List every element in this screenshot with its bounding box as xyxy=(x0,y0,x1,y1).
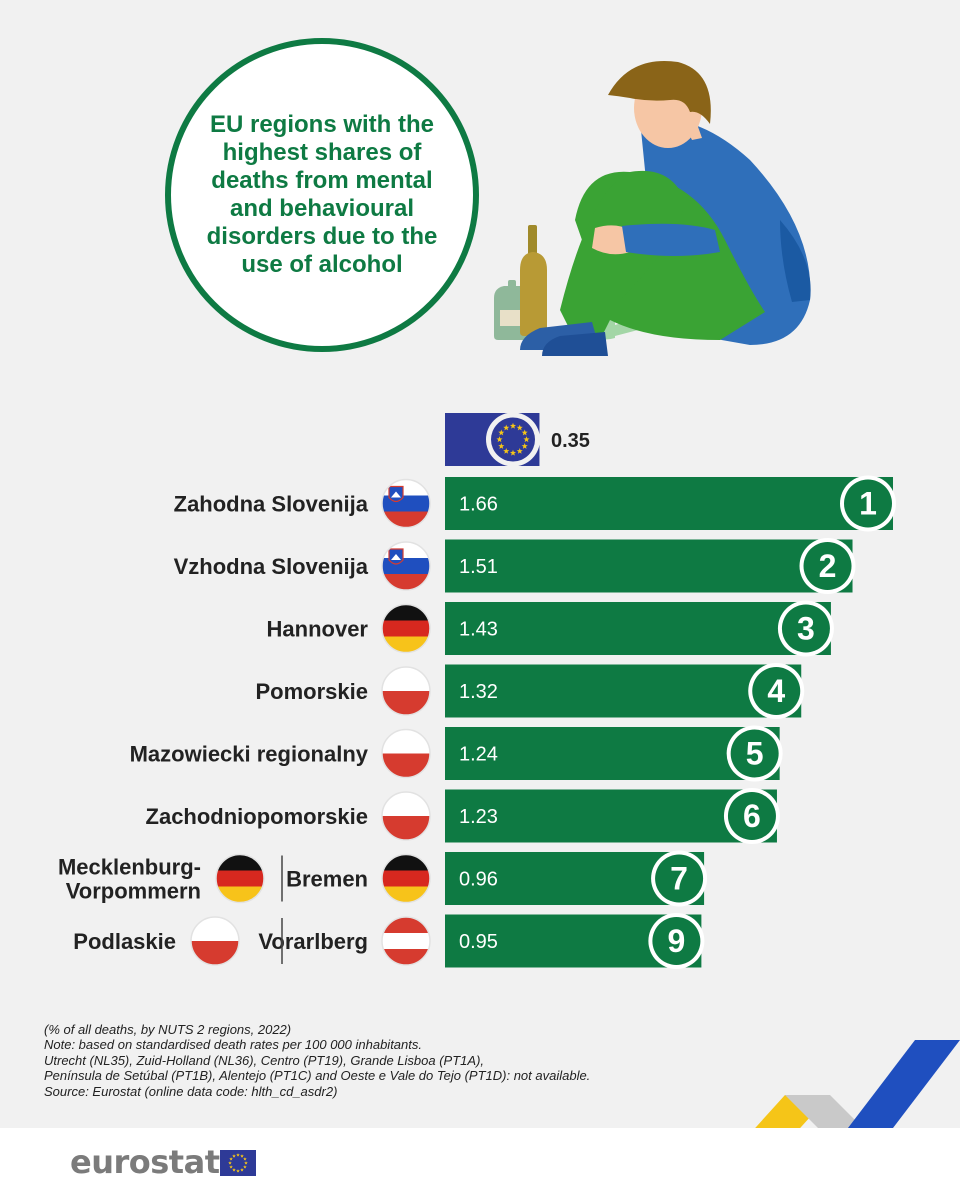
region-label: Mazowiecki regionalny xyxy=(130,742,369,767)
bar xyxy=(445,539,853,593)
rank-label: 5 xyxy=(746,736,764,772)
bar-value-label: 0.95 xyxy=(459,931,498,953)
bar-chart: 0.35 1.66 1 Zahodna Slovenija 1.51 2 Vzhodna S… xyxy=(58,412,896,969)
bar xyxy=(445,789,777,843)
footer xyxy=(0,1128,960,1200)
eu-flag-icon xyxy=(486,412,540,467)
bar xyxy=(445,477,893,530)
rank-label: 4 xyxy=(767,673,785,709)
bar xyxy=(445,602,831,655)
bar xyxy=(445,727,780,780)
region-label: Bremen xyxy=(286,867,368,892)
bar xyxy=(445,664,802,718)
poland-flag-icon xyxy=(190,916,240,966)
notes-missing-1: Utrecht (NL35), Zuid-Holland (NL36), Cen… xyxy=(44,1052,485,1068)
rank-badge xyxy=(803,542,852,590)
rank-badge xyxy=(752,667,801,715)
austria-flag-icon xyxy=(381,916,431,966)
rank-label: 7 xyxy=(670,861,688,897)
eu-flag-icon xyxy=(220,1150,256,1176)
notes-source: Source: Eurostat (online data code: hlth… xyxy=(44,1083,338,1099)
bar-value-label: 1.66 xyxy=(459,494,498,516)
sad-person-illustration xyxy=(494,60,811,356)
rank-label: 1 xyxy=(859,486,877,522)
notes-missing-2: Península de Setúbal (PT1B), Alentejo (P… xyxy=(44,1068,591,1084)
bar-value-label: 1.32 xyxy=(459,681,498,703)
region-label: Hannover xyxy=(267,617,369,642)
rank-label: 9 xyxy=(667,923,685,959)
person-icon xyxy=(520,60,811,356)
rank-badge xyxy=(844,479,892,528)
notes-method: Note: based on standardised death rates … xyxy=(44,1037,422,1053)
region-label: Vorarlberg xyxy=(258,929,368,954)
germany-flag-icon xyxy=(215,853,265,904)
poland-flag-icon xyxy=(381,666,431,716)
bar-value-label: 1.24 xyxy=(459,744,498,766)
eu-average-value: 0.35 xyxy=(551,430,590,452)
poland-flag-icon xyxy=(381,791,431,841)
germany-flag-icon xyxy=(381,853,431,904)
germany-flag-icon xyxy=(381,603,431,654)
rank-label: 3 xyxy=(797,611,815,647)
rank-label: 6 xyxy=(743,798,761,834)
rank-badge xyxy=(727,792,776,840)
rank-label: 2 xyxy=(819,548,837,584)
bar-value-label: 1.51 xyxy=(459,556,498,578)
eurostat-logo-text: eurostat xyxy=(70,1143,220,1181)
region-label: Pomorskie xyxy=(256,679,369,704)
region-label: Podlaskie xyxy=(73,929,176,954)
region-label: Mecklenburg-Vorpommern xyxy=(58,855,201,904)
bar-value-label: 0.96 xyxy=(459,869,498,891)
chart-notes: (% of all deaths, by NUTS 2 regions, 202… xyxy=(44,1022,664,1099)
bar-value-label: 1.43 xyxy=(459,619,498,641)
rank-badge xyxy=(652,917,701,965)
region-label: Zachodniopomorskie xyxy=(146,804,368,829)
notes-unit: (% of all deaths, by NUTS 2 regions, 202… xyxy=(44,1022,292,1037)
slovenia-flag-icon xyxy=(381,478,431,529)
poland-flag-icon xyxy=(381,728,431,779)
region-label: Vzhodna Slovenija xyxy=(174,554,369,579)
bar-value-label: 1.23 xyxy=(459,806,498,828)
region-label: Zahodna Slovenija xyxy=(174,492,369,517)
chart-title: EU regions with the highest shares of de… xyxy=(206,111,438,278)
rank-badge xyxy=(781,604,830,653)
rank-badge xyxy=(655,854,704,903)
slovenia-flag-icon xyxy=(381,541,431,591)
rank-badge xyxy=(730,729,779,778)
title-badge: EU regions with the highest shares of de… xyxy=(165,38,479,352)
